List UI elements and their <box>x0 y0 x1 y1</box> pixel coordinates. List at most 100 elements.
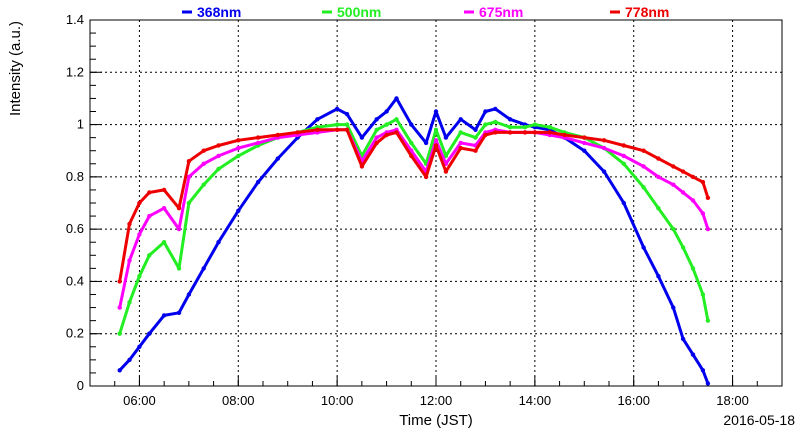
data-point <box>671 164 676 169</box>
data-point <box>384 132 389 138</box>
data-point <box>547 130 552 135</box>
series-line-500nm <box>118 117 710 335</box>
data-point <box>186 292 192 297</box>
data-point <box>147 190 152 195</box>
data-point <box>201 161 206 166</box>
series-368nm <box>117 96 711 386</box>
data-point <box>433 127 439 132</box>
data-point <box>671 226 676 232</box>
data-point <box>344 122 350 127</box>
legend-label-500nm: 500nm <box>337 4 381 20</box>
data-point <box>186 174 192 180</box>
data-point <box>117 331 122 336</box>
y-grid <box>90 19 782 387</box>
data-point <box>384 109 389 114</box>
data-point <box>161 313 167 318</box>
y-tick-label: 0.8 <box>66 169 84 184</box>
data-point <box>532 130 538 135</box>
y-tick-label: 0.4 <box>66 273 84 288</box>
data-point <box>700 179 706 185</box>
x-grid <box>138 20 734 386</box>
data-point <box>394 117 399 122</box>
data-point <box>483 132 488 138</box>
series-778nm <box>117 127 711 284</box>
data-point <box>680 190 686 195</box>
data-point <box>582 148 587 153</box>
data-point <box>458 140 463 146</box>
data-point <box>705 195 711 200</box>
data-point <box>236 138 241 143</box>
data-point <box>359 135 365 140</box>
data-point <box>582 135 587 140</box>
data-point <box>201 182 206 187</box>
series-layer <box>117 96 711 386</box>
data-point <box>384 122 389 127</box>
data-point <box>656 156 661 161</box>
data-point <box>656 274 661 279</box>
date-label: 2016-05-18 <box>723 412 795 428</box>
data-point <box>483 122 488 127</box>
data-point <box>473 127 478 132</box>
data-point <box>601 169 607 174</box>
legend-label-675nm: 675nm <box>479 4 523 20</box>
data-point <box>423 140 429 146</box>
data-point <box>127 357 132 363</box>
data-point <box>458 117 463 122</box>
x-tick-label: 06:00 <box>123 393 156 408</box>
data-point <box>137 200 142 206</box>
data-point <box>255 135 261 140</box>
data-point <box>409 140 414 146</box>
data-point <box>621 161 626 166</box>
x-axis-title: Time (JST) <box>399 412 473 429</box>
data-point <box>690 174 696 180</box>
data-point <box>547 125 552 130</box>
data-point <box>315 117 320 122</box>
data-point <box>127 258 132 263</box>
data-point <box>147 213 152 219</box>
y-tick-label: 0 <box>77 378 84 393</box>
data-point <box>671 305 676 310</box>
data-point <box>641 148 646 153</box>
legend-label-778nm: 778nm <box>625 4 669 20</box>
data-point <box>532 122 538 127</box>
data-point <box>176 226 182 232</box>
y-tick-label: 1 <box>77 117 84 132</box>
data-point <box>443 135 449 140</box>
data-point <box>117 305 122 310</box>
data-point <box>409 153 414 159</box>
data-point <box>641 164 646 169</box>
data-point <box>493 130 498 135</box>
y-axis-title: Intensity (a.u.) <box>7 21 24 116</box>
data-point <box>176 206 182 211</box>
y-tick-label: 0.2 <box>66 326 84 341</box>
data-point <box>186 159 192 164</box>
y-tick-label: 0.6 <box>66 221 84 236</box>
data-point <box>255 179 261 185</box>
x-tick-label: 12:00 <box>420 393 453 408</box>
series-675nm <box>117 127 711 310</box>
data-point <box>359 164 365 169</box>
data-point <box>161 187 167 193</box>
y-axis-ticks: 0 0.2 0.4 0.6 0.8 1 1.2 1.4 <box>66 12 102 393</box>
data-point <box>473 148 478 153</box>
legend-label-368nm: 368nm <box>197 4 241 20</box>
data-point <box>117 368 122 373</box>
data-point <box>641 245 646 250</box>
data-point <box>562 132 567 138</box>
data-point <box>236 153 241 159</box>
data-point <box>423 174 429 180</box>
data-point <box>147 331 152 336</box>
data-point <box>334 106 340 112</box>
data-point <box>690 198 696 203</box>
x-axis-ticks: 06:00 08:00 10:00 12:00 14:00 16:00 18:00 <box>89 376 783 408</box>
data-point <box>582 140 587 146</box>
x-tick-label: 16:00 <box>617 393 650 408</box>
data-point <box>186 200 192 206</box>
data-point <box>601 138 607 143</box>
data-point <box>334 122 340 127</box>
data-point <box>275 156 280 161</box>
data-point <box>671 182 676 187</box>
data-point <box>216 153 221 159</box>
x-tick-label: 08:00 <box>222 393 255 408</box>
data-point <box>656 174 661 180</box>
